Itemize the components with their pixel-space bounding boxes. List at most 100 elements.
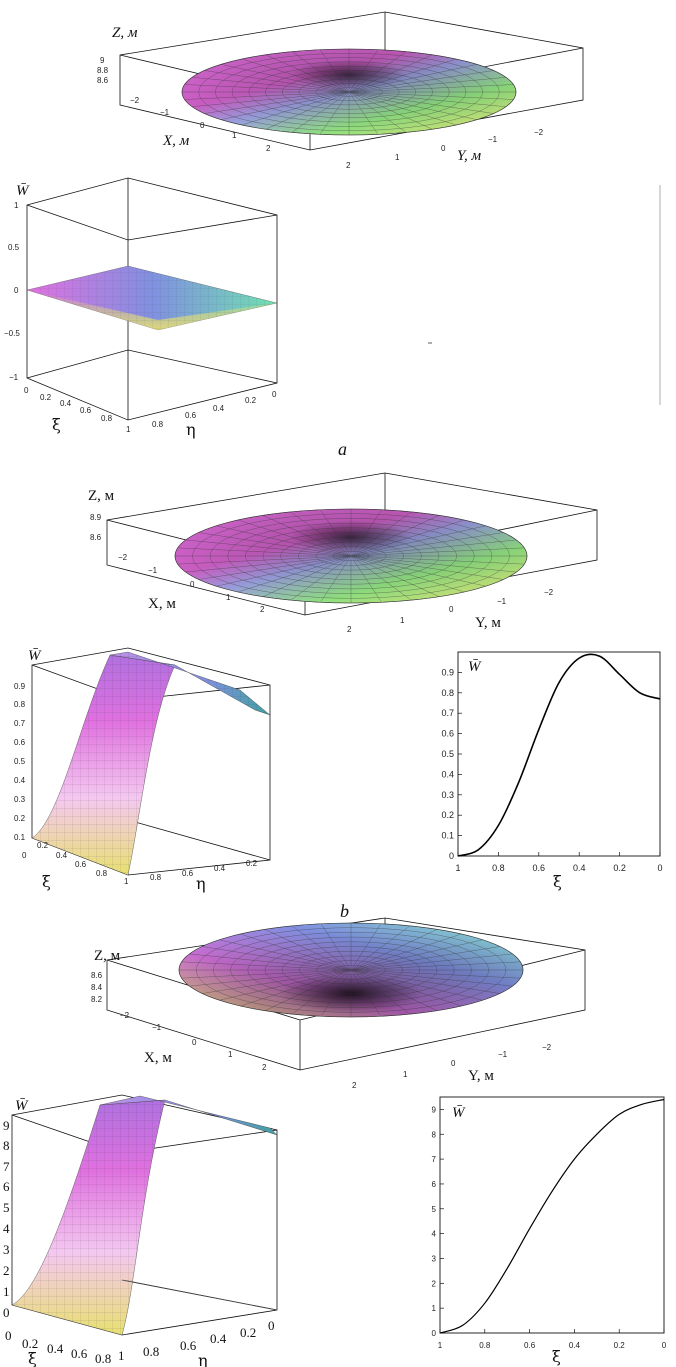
svg-text:1: 1 [400,616,405,625]
x-tick-label: 0 [657,863,662,873]
svg-text:0.8: 0.8 [150,873,162,882]
svg-text:2: 2 [347,625,352,634]
mesh-ring [315,546,387,566]
y-tick-label: 1 [432,1304,437,1313]
mesh-ring [333,551,369,561]
svg-text:−1: −1 [488,135,498,144]
svg-text:1: 1 [226,593,231,602]
svg-text:6: 6 [3,1179,10,1194]
x-axis-label-c: X, м [144,1050,172,1066]
xi-ticks-b: 0.2 0.4 0.6 0.8 [37,841,108,878]
svg-text:7: 7 [3,1159,10,1174]
x-tick-label: 0.8 [479,1341,491,1350]
xi-ticks-c: 0 0.2 0.4 0.6 0.8 [5,1328,111,1366]
eta-label-c: η [198,1351,208,1367]
mesh-ring [248,65,450,118]
svg-text:0.2: 0.2 [22,1336,38,1351]
svg-text:8.2: 8.2 [91,995,103,1004]
svg-text:1: 1 [395,153,400,162]
mesh-ring [245,527,457,585]
surface-plot-a: W̄ 1 0.5 0 −0.5 −1 0 0.2 0.4 0.6 0.8 ξ 1… [4,177,278,439]
y-tick-label: 5 [432,1205,437,1214]
x-tick-label: 0 [662,1341,667,1350]
svg-text:0.8: 0.8 [14,700,26,709]
panel-c: Z, м 8.6 8.4 8.2 −2 −1 0 1 2 X, м 2 1 0 … [3,917,667,1367]
x-tick-label: 1 [455,863,460,873]
svg-text:0.8: 0.8 [95,1351,111,1366]
svg-text:0.4: 0.4 [47,1341,64,1356]
z-axis-label-a: Z, м [112,25,138,41]
svg-text:0: 0 [24,386,29,395]
x-tick-label: 0.6 [533,863,546,873]
svg-text:4: 4 [3,1221,10,1236]
profile-w-label-c: W̄ [452,1105,466,1121]
xi-label-c: ξ [28,1349,37,1367]
svg-text:0.8: 0.8 [152,420,164,429]
svg-text:0.2: 0.2 [240,1325,256,1340]
mesh-ring [247,941,455,999]
mesh-ring [265,70,433,114]
svg-text:2: 2 [266,144,271,153]
mesh-ring [282,74,417,110]
svg-text:0.5: 0.5 [8,243,20,252]
y-tick-label: 6 [432,1180,437,1189]
y-tick-label: 0.9 [441,667,454,677]
svg-text:−2: −2 [542,1043,552,1052]
svg-text:2: 2 [352,1081,357,1090]
svg-text:1: 1 [124,877,129,886]
svg-text:−1: −1 [148,566,158,575]
svg-text:8.6: 8.6 [97,76,109,85]
z-ticks-b: 8.9 8.6 [90,513,102,542]
eta-ticks-a: 1 0.8 0.6 0.4 0.2 0 [126,390,277,434]
mesh-ring [230,936,472,1004]
svg-text:1: 1 [228,1050,233,1059]
svg-text:0: 0 [22,851,27,860]
svg-text:0.2: 0.2 [14,814,26,823]
w-ticks-c: 9 8 7 6 5 4 3 2 1 0 [3,1118,10,1320]
caption-b: b [340,901,349,921]
svg-text:0.6: 0.6 [80,406,92,415]
xi-label-a: ξ [52,415,61,434]
y-axis-label-a: Y, м [457,148,481,164]
mesh-ring [181,48,517,136]
mesh-ring [298,78,400,106]
x-ticks-c: −2 −1 0 1 2 [120,1011,267,1072]
xi-label-b: ξ [42,872,51,891]
surface-plot-c: W̄ 9 8 7 6 5 4 3 2 1 0 0 0.2 0.4 0.6 0.8… [3,1094,278,1367]
caption-a: a [338,439,347,459]
z-axis-label-b: Z, м [88,488,115,504]
y-axis-label-c: Y, м [468,1068,494,1084]
x-tick-label: 0.2 [613,863,626,873]
x-tick-label: 0.6 [524,1341,536,1350]
w-ticks-a: 1 0.5 0 −0.5 −1 [4,201,20,382]
svg-text:8.9: 8.9 [90,513,102,522]
mesh-ring [215,57,483,127]
svg-text:0.5: 0.5 [14,757,26,766]
x-tick-label: 0.8 [492,863,505,873]
svg-text:0.4: 0.4 [56,851,68,860]
y-ticks-a: 2 1 0 −1 −2 [346,128,544,170]
svg-text:3: 3 [3,1242,10,1257]
w-label-c: W̄ [15,1098,29,1114]
svg-text:−2: −2 [544,588,554,597]
y-tick-label: 0.4 [441,769,454,779]
mesh-ring [316,960,386,980]
svg-text:0.8: 0.8 [101,414,113,423]
svg-text:0.2: 0.2 [246,859,258,868]
y-tick-label: 0.3 [441,790,454,800]
svg-text:0: 0 [441,144,446,153]
svg-text:2: 2 [262,1063,267,1072]
x-tick-label: 0.2 [614,1341,626,1350]
top-view-b: Z, м 8.9 8.6 −2 −1 0 1 2 X, м 2 1 0 −1 −… [88,472,598,634]
svg-text:0.7: 0.7 [14,719,26,728]
svg-text:−1: −1 [498,1050,508,1059]
profile-y-ticks-b: 0.9 0.8 0.7 0.6 0.5 0.4 0.3 0.2 0.1 0 [441,667,462,861]
profile-curve-c [439,1098,665,1334]
svg-text:1: 1 [403,1070,408,1079]
y-tick-label: 0.6 [441,729,454,739]
mesh-ring [299,955,403,985]
profile-plot-b: W̄ 0.90.80.70.60.50.40.30.20.10 1 0.8 0.6 0… [441,651,663,891]
svg-text:9: 9 [3,1118,10,1133]
